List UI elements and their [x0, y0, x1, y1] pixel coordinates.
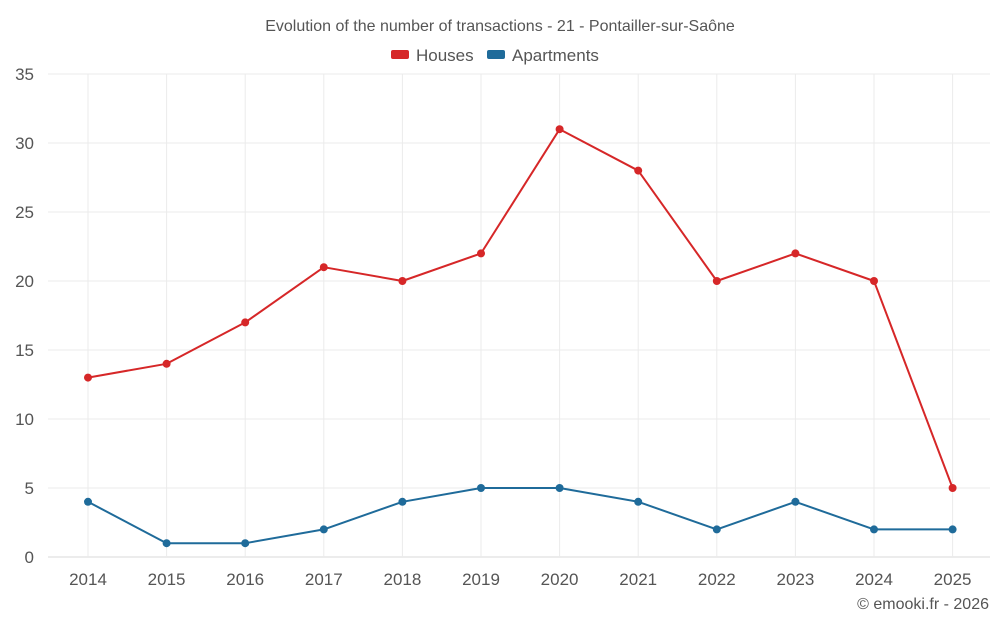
data-point-apartments[interactable]	[319, 525, 328, 534]
data-point-houses[interactable]	[319, 263, 328, 272]
legend-label-houses: Houses	[416, 46, 474, 65]
data-point-apartments[interactable]	[241, 539, 250, 548]
data-point-apartments[interactable]	[84, 497, 92, 506]
x-tick-label: 2020	[541, 570, 579, 589]
data-point-houses[interactable]	[84, 373, 92, 382]
legend-label-apartments: Apartments	[512, 46, 599, 65]
x-tick-label: 2015	[148, 570, 186, 589]
series-apartments	[84, 484, 957, 548]
series-line-houses	[87, 128, 954, 489]
legend-item-houses[interactable]: Houses	[391, 46, 474, 65]
data-point-apartments[interactable]	[948, 525, 957, 534]
data-point-houses[interactable]	[791, 249, 800, 258]
data-point-houses[interactable]	[948, 484, 957, 492]
data-point-houses[interactable]	[555, 125, 564, 134]
x-tick-label: 2023	[776, 570, 814, 589]
data-point-apartments[interactable]	[634, 497, 643, 506]
legend: Houses Apartments	[391, 46, 599, 65]
data-point-houses[interactable]	[712, 277, 721, 285]
x-tick-label: 2022	[698, 570, 736, 589]
x-tick-label: 2021	[619, 570, 657, 589]
data-point-houses[interactable]	[162, 359, 171, 368]
data-point-houses[interactable]	[477, 249, 485, 258]
x-tick-label: 2025	[934, 570, 972, 589]
chart-title: Evolution of the number of transactions …	[265, 18, 735, 35]
data-point-apartments[interactable]	[712, 525, 721, 534]
data-point-houses[interactable]	[241, 318, 250, 327]
x-tick-label: 2017	[305, 570, 343, 589]
x-tick-label: 2016	[226, 570, 264, 589]
data-point-apartments[interactable]	[791, 497, 800, 506]
data-point-apartments[interactable]	[555, 484, 564, 492]
series-line-apartments	[87, 487, 953, 545]
y-tick-label: 25	[15, 203, 34, 222]
data-point-apartments[interactable]	[477, 484, 485, 492]
x-axis-ticks: 2014 2015 2016 2017 2018 2019 2020 2021 2022 2023…	[69, 570, 971, 589]
series-houses	[84, 125, 957, 492]
data-point-apartments[interactable]	[398, 497, 407, 506]
data-point-apartments[interactable]	[162, 539, 171, 548]
y-tick-label: 5	[25, 479, 34, 498]
y-axis-ticks: 0 5 10 15 20 25 30 35	[15, 65, 34, 567]
x-tick-label: 2024	[855, 570, 893, 589]
y-tick-label: 35	[15, 65, 34, 84]
legend-swatch-apartments	[487, 50, 505, 59]
credit-text: © emooki.fr - 2026	[857, 596, 989, 613]
y-tick-label: 10	[15, 410, 34, 429]
y-tick-label: 15	[15, 341, 34, 360]
data-point-houses[interactable]	[870, 277, 878, 285]
legend-swatch-houses	[391, 50, 409, 59]
y-tick-label: 0	[25, 548, 34, 567]
series	[84, 125, 957, 548]
data-point-houses[interactable]	[398, 277, 407, 285]
x-tick-label: 2018	[383, 570, 421, 589]
data-point-houses[interactable]	[634, 166, 643, 175]
grid	[48, 73, 990, 558]
x-tick-label: 2019	[462, 570, 500, 589]
data-point-apartments[interactable]	[870, 525, 878, 534]
legend-item-apartments[interactable]: Apartments	[487, 46, 599, 65]
y-tick-label: 30	[15, 134, 34, 153]
x-tick-label: 2014	[69, 570, 107, 589]
y-tick-label: 20	[15, 272, 34, 291]
